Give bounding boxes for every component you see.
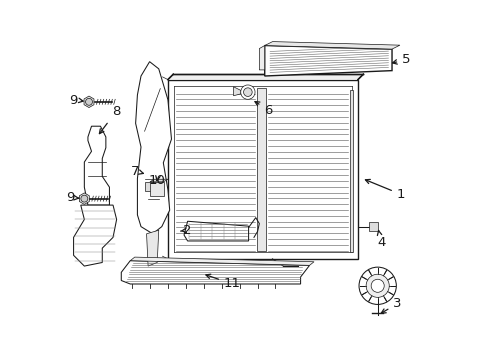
Circle shape: [371, 279, 384, 292]
Text: 1: 1: [366, 179, 405, 201]
Polygon shape: [136, 62, 172, 234]
Polygon shape: [265, 45, 392, 76]
Text: 5: 5: [392, 53, 411, 66]
Polygon shape: [184, 221, 248, 241]
Polygon shape: [234, 87, 241, 96]
Circle shape: [86, 98, 93, 105]
Polygon shape: [265, 41, 400, 49]
Text: 2: 2: [181, 224, 192, 237]
Text: 3: 3: [381, 297, 402, 313]
Circle shape: [241, 85, 255, 99]
Circle shape: [366, 274, 389, 297]
Polygon shape: [368, 222, 378, 231]
Circle shape: [81, 195, 88, 202]
Circle shape: [244, 88, 252, 96]
Circle shape: [359, 267, 396, 305]
Polygon shape: [74, 205, 117, 266]
Polygon shape: [84, 126, 109, 205]
Text: 4: 4: [377, 230, 386, 249]
Text: 6: 6: [255, 102, 272, 117]
Bar: [257, 88, 266, 251]
Bar: [150, 182, 164, 196]
Polygon shape: [84, 96, 94, 108]
Bar: [350, 90, 353, 252]
Text: 7: 7: [131, 165, 144, 177]
Text: 9: 9: [66, 192, 74, 204]
Polygon shape: [122, 261, 310, 284]
Bar: [168, 80, 358, 259]
Polygon shape: [147, 230, 159, 266]
Polygon shape: [130, 257, 314, 265]
Text: 11: 11: [206, 274, 241, 291]
Bar: [145, 182, 155, 191]
Polygon shape: [168, 74, 364, 80]
Text: 9: 9: [69, 94, 77, 107]
Polygon shape: [79, 193, 89, 204]
Polygon shape: [150, 179, 168, 182]
Polygon shape: [259, 45, 265, 70]
Text: 8: 8: [99, 105, 120, 134]
Text: 10: 10: [148, 174, 166, 186]
